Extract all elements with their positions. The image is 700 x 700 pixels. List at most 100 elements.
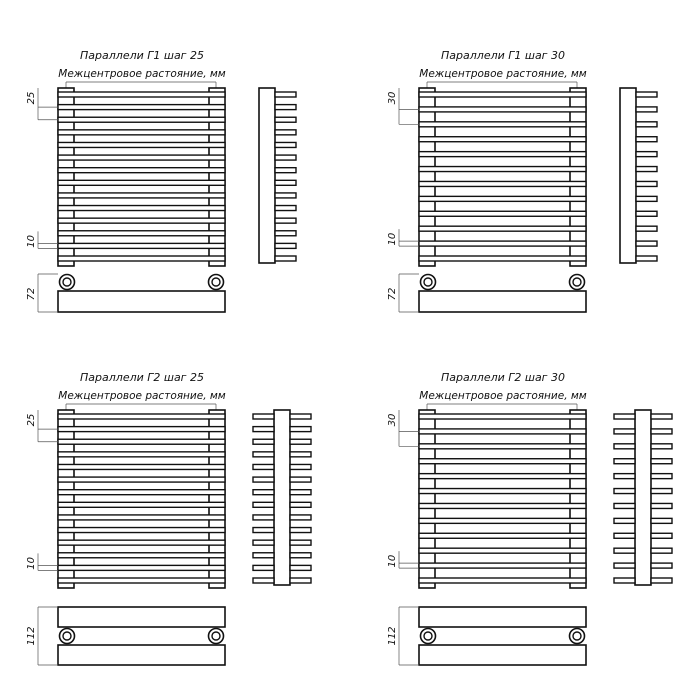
- horizontal-bar: [418, 413, 587, 420]
- side-fin: [289, 564, 312, 572]
- side-fin: [274, 242, 297, 250]
- left-collector: [418, 409, 436, 589]
- side-fin: [289, 514, 312, 521]
- side-fin: [274, 141, 297, 149]
- side-fin: [274, 217, 297, 224]
- center-distance-label: Межцентровое растояние, мм: [419, 390, 587, 402]
- side-collector: [273, 409, 291, 586]
- side-fin: [613, 428, 636, 435]
- drawing-title: Параллели Г2 шаг 30: [441, 371, 565, 384]
- side-fin: [635, 91, 658, 98]
- horizontal-bar: [57, 564, 226, 572]
- side-fin: [613, 413, 636, 420]
- horizontal-bar: [418, 502, 587, 510]
- side-fin: [289, 476, 312, 483]
- side-fin: [650, 472, 673, 480]
- side-fin: [613, 487, 636, 495]
- side-fin: [289, 577, 312, 584]
- side-fin: [252, 451, 275, 458]
- horizontal-bar: [57, 116, 226, 123]
- bottom-view-body-back: [418, 644, 587, 666]
- side-collector: [634, 409, 652, 586]
- horizontal-bar: [57, 217, 226, 224]
- bottom-view-body-back: [57, 644, 226, 666]
- drawing-title: Параллели Г2 шаг 25: [80, 371, 204, 384]
- side-fin: [289, 463, 312, 471]
- pitch-dimension: 30: [387, 414, 398, 427]
- horizontal-bar: [57, 425, 226, 433]
- horizontal-bar: [57, 514, 226, 521]
- side-fin: [650, 502, 673, 510]
- side-fin: [252, 501, 275, 509]
- horizontal-bar: [57, 179, 226, 187]
- side-fin: [289, 526, 312, 534]
- horizontal-bar: [57, 129, 226, 136]
- side-fin: [650, 443, 673, 450]
- drawing-g1-25: Параллели Г1 шаг 25 Межцентровое растояни…: [26, 49, 297, 313]
- horizontal-bar: [418, 150, 587, 158]
- side-fin: [650, 428, 673, 435]
- center-distance-label: Межцентровое растояние, мм: [419, 68, 587, 80]
- drawing-title: Параллели Г1 шаг 30: [441, 49, 565, 62]
- depth-dimension: 112: [26, 626, 37, 645]
- horizontal-bar: [418, 577, 587, 584]
- bottom-view-body-front: [57, 606, 226, 628]
- horizontal-bar: [418, 136, 587, 143]
- drawing-title: Параллели Г1 шаг 25: [80, 49, 204, 62]
- side-fin: [274, 116, 297, 123]
- right-collector: [208, 409, 226, 589]
- side-collector: [619, 87, 637, 264]
- side-fin: [613, 502, 636, 510]
- horizontal-bar: [418, 547, 587, 554]
- center-distance-label: Межцентровое растояние, мм: [58, 68, 226, 80]
- side-fin: [274, 204, 297, 212]
- horizontal-bar: [418, 106, 587, 113]
- horizontal-bar: [418, 517, 587, 525]
- side-fin: [252, 476, 275, 483]
- side-fin: [650, 532, 673, 539]
- side-fin: [274, 230, 297, 237]
- horizontal-bar: [57, 526, 226, 534]
- side-fin: [635, 165, 658, 173]
- horizontal-bar: [57, 501, 226, 509]
- pitch-dimension: 30: [387, 92, 398, 105]
- horizontal-bar: [418, 240, 587, 247]
- side-fin: [252, 425, 275, 433]
- drawing-g2-25: Параллели Г2 шаг 25 Межцентровое растояни…: [26, 371, 312, 666]
- depth-dimension: 72: [387, 288, 398, 301]
- side-fin: [252, 488, 275, 496]
- bar-dimension: 10: [26, 235, 37, 248]
- side-fin: [274, 255, 297, 262]
- side-fin: [650, 458, 673, 465]
- horizontal-bar: [57, 577, 226, 584]
- horizontal-bar: [418, 443, 587, 450]
- side-fin: [650, 577, 673, 584]
- horizontal-bar: [57, 91, 226, 98]
- horizontal-bar: [57, 552, 226, 559]
- pipe-inner-circle: [423, 631, 433, 641]
- side-fin: [252, 577, 275, 584]
- depth-dimension: 72: [26, 288, 37, 301]
- horizontal-bar: [57, 255, 226, 262]
- bottom-view-body: [57, 290, 226, 313]
- side-fin: [289, 539, 312, 546]
- side-fin: [650, 517, 673, 525]
- horizontal-bar: [57, 204, 226, 212]
- side-fin: [274, 192, 297, 199]
- horizontal-bar: [57, 230, 226, 237]
- pipe-inner-circle: [572, 277, 582, 287]
- horizontal-bar: [418, 180, 587, 188]
- side-fin: [613, 517, 636, 525]
- horizontal-bar: [418, 562, 587, 569]
- side-fin: [635, 210, 658, 217]
- pipe-inner-circle: [62, 277, 72, 287]
- horizontal-bar: [57, 539, 226, 546]
- center-distance-label: Межцентровое растояние, мм: [58, 390, 226, 402]
- horizontal-bar: [57, 438, 226, 445]
- side-fin: [274, 166, 297, 174]
- pipe-inner-circle: [62, 631, 72, 641]
- horizontal-bar: [418, 472, 587, 480]
- side-fin: [613, 562, 636, 569]
- horizontal-bar: [418, 121, 587, 128]
- right-collector: [569, 87, 587, 267]
